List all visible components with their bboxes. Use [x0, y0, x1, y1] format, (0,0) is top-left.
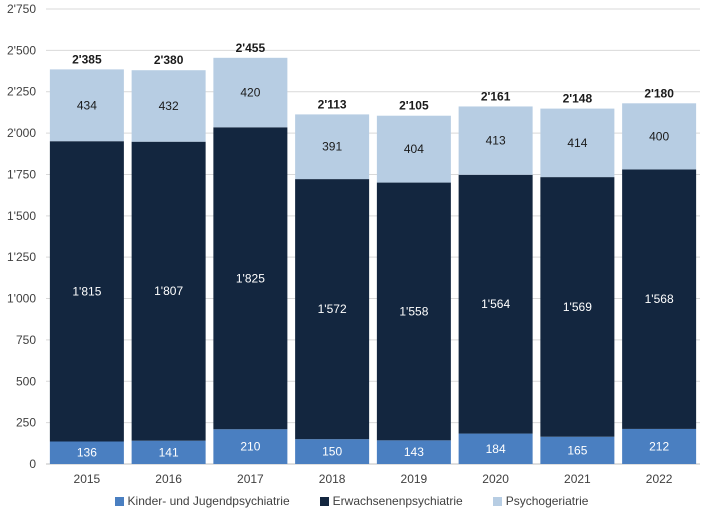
total-label: 2'380 — [154, 53, 184, 67]
total-label: 2'113 — [318, 97, 347, 111]
total-label: 2'148 — [563, 92, 593, 106]
bar-segment — [540, 177, 615, 437]
y-tick-label: 1'250 — [7, 250, 36, 264]
bar-segment — [376, 440, 451, 464]
bar-segment — [376, 115, 451, 183]
bar-segment — [131, 70, 206, 142]
y-tick-label: 2'250 — [7, 85, 36, 99]
legend-label: Kinder- und Jugendpsychiatrie — [127, 494, 290, 508]
y-tick-label: 0 — [29, 457, 36, 471]
data-label: 420 — [240, 86, 260, 100]
x-tick-label: 2019 — [401, 472, 428, 486]
y-axis: 0 250 500 750 1'000 1'250 1'500 1'750 2'000 2'250… — [7, 2, 36, 471]
bar-segment — [458, 106, 533, 175]
legend-swatch — [319, 496, 329, 506]
data-label: 1'815 — [72, 284, 101, 298]
bar-segment — [213, 127, 288, 430]
bar-segment — [213, 429, 288, 464]
x-axis: 2015 2016 2017 2018 2019 2020 2021 2022 — [74, 472, 673, 486]
x-tick-label: 2016 — [155, 472, 182, 486]
legend-item: Erwachsenenpsychiatrie — [319, 494, 463, 508]
y-tick-label: 500 — [16, 374, 36, 388]
bar-segment — [622, 428, 697, 464]
data-label: 141 — [159, 445, 179, 459]
data-label: 212 — [649, 439, 669, 453]
data-label: 414 — [567, 136, 587, 150]
bar-segment — [622, 169, 697, 429]
total-label: 2'161 — [481, 89, 511, 103]
data-label: 404 — [404, 142, 424, 156]
x-tick-label: 2017 — [237, 472, 264, 486]
y-tick-label: 2'750 — [7, 2, 36, 16]
data-label: 184 — [486, 442, 506, 456]
y-tick-label: 2'000 — [7, 126, 36, 140]
legend-label: Erwachsenenpsychiatrie — [332, 494, 463, 508]
bar-segment — [295, 179, 370, 440]
x-tick-label: 2015 — [74, 472, 101, 486]
total-label: 2'385 — [72, 52, 102, 66]
legend: Kinder- und Jugendpsychiatrie Erwachsenen… — [0, 494, 703, 508]
data-label: 1'564 — [481, 297, 510, 311]
bar-segment — [49, 141, 124, 442]
total-label: 2'105 — [399, 99, 429, 113]
bar-segment — [376, 182, 451, 441]
data-label: 210 — [240, 440, 260, 454]
x-tick-label: 2022 — [646, 472, 673, 486]
legend-swatch — [114, 496, 124, 506]
y-tick-label: 1'750 — [7, 167, 36, 181]
total-label: 2'180 — [644, 86, 674, 100]
data-label: 434 — [77, 98, 97, 112]
x-tick-label: 2018 — [319, 472, 346, 486]
data-label: 1'825 — [236, 271, 265, 285]
bar-segment — [458, 433, 533, 464]
x-tick-label: 2020 — [482, 472, 509, 486]
data-label: 136 — [77, 446, 97, 460]
data-label: 143 — [404, 445, 424, 459]
bar-segment — [295, 439, 370, 464]
bar-segment — [622, 103, 697, 170]
data-label: 1'558 — [399, 304, 428, 318]
bar-segment — [131, 440, 206, 464]
bar-segment — [540, 436, 615, 464]
data-label: 1'569 — [563, 300, 592, 314]
bars: 136 1'815 434 2'385 141 1'807 432 2'380 210 1'825… — [49, 41, 697, 464]
y-tick-label: 2'500 — [7, 43, 36, 57]
y-tick-label: 1'500 — [7, 209, 36, 223]
data-label: 432 — [159, 99, 179, 113]
data-label: 391 — [322, 140, 342, 154]
data-label: 1'572 — [318, 302, 347, 316]
y-tick-label: 250 — [16, 416, 36, 430]
data-label: 150 — [322, 445, 342, 459]
legend-swatch — [492, 496, 502, 506]
bar-segment — [213, 57, 288, 128]
legend-item: Psychogeriatrie — [492, 494, 589, 508]
data-label: 400 — [649, 129, 669, 143]
y-tick-label: 1'000 — [7, 292, 36, 306]
bar-segment — [295, 114, 370, 180]
data-label: 413 — [486, 134, 506, 148]
data-label: 1'807 — [154, 284, 183, 298]
bar-segment — [49, 441, 124, 464]
bar-segment — [540, 108, 615, 178]
bar-segment — [131, 141, 206, 441]
legend-item: Kinder- und Jugendpsychiatrie — [114, 494, 290, 508]
data-label: 165 — [567, 443, 587, 457]
x-tick-label: 2021 — [564, 472, 591, 486]
y-tick-label: 750 — [16, 333, 36, 347]
legend-label: Psychogeriatrie — [505, 494, 589, 508]
total-label: 2'455 — [236, 41, 266, 55]
bar-segment — [458, 174, 533, 434]
data-label: 1'568 — [645, 292, 674, 306]
bar-segment — [49, 69, 124, 142]
